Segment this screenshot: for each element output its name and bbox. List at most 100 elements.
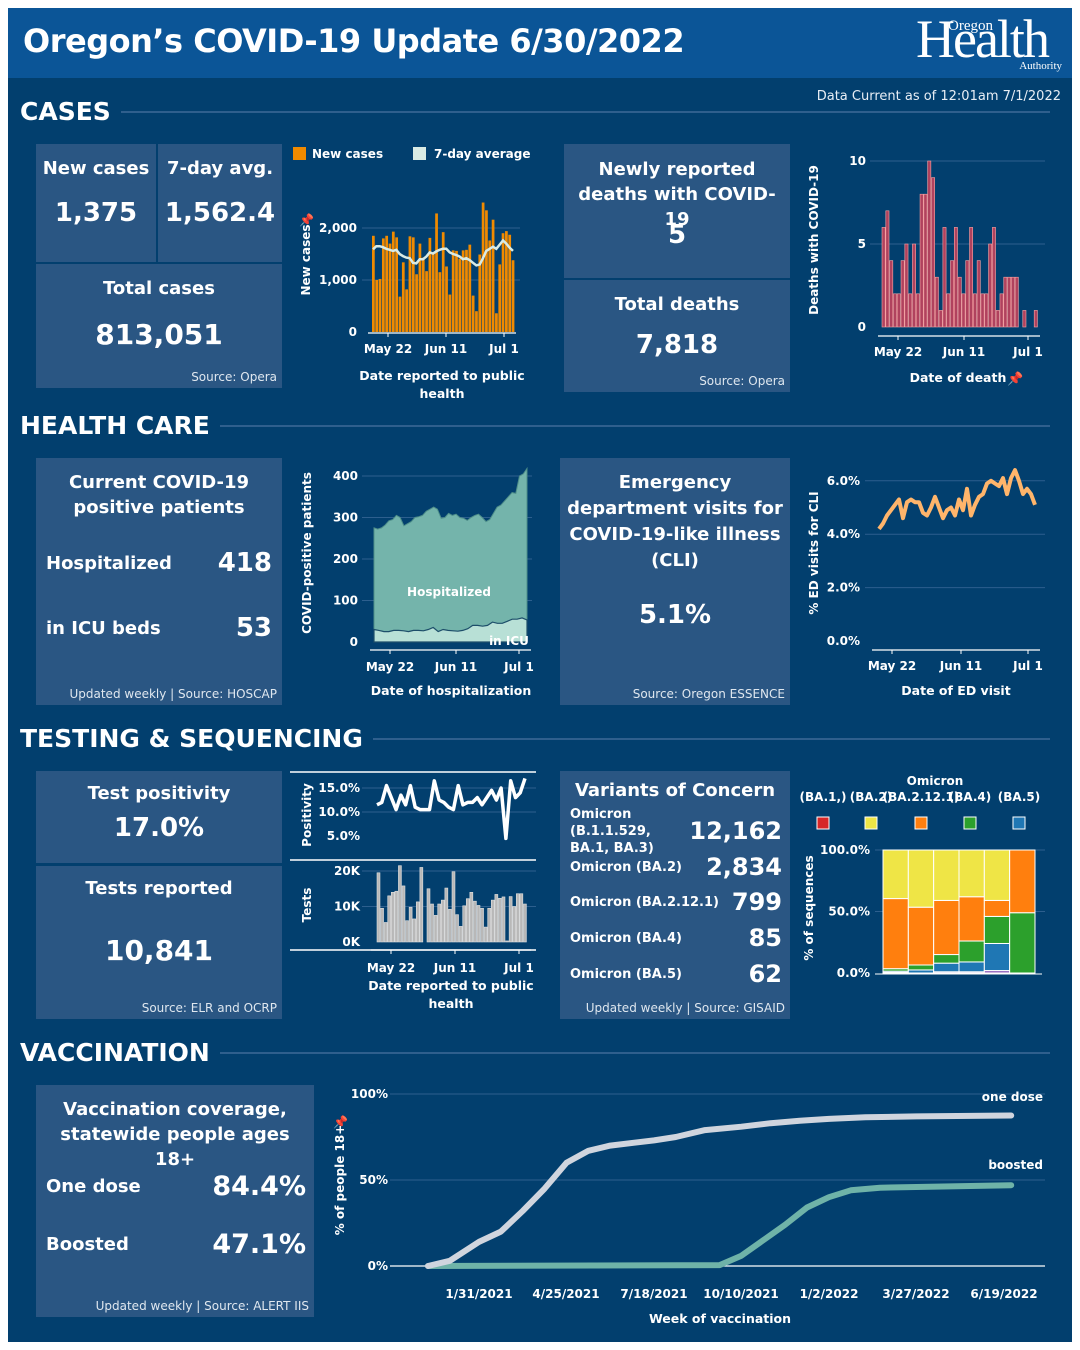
legend-label: (BA.5): [998, 790, 1041, 804]
new-cases-bar: [391, 231, 395, 332]
new-cases-bar: [461, 250, 465, 332]
death-bar: [1022, 310, 1027, 328]
hospitalized-area: [373, 466, 528, 643]
variants-card: Variants of Concern Omicron (B.1.1.529, …: [560, 771, 790, 1019]
variant-segment-BA.2.12.1: [983, 899, 1011, 917]
variant-segment-BA.4: [907, 964, 935, 971]
variant-name: Omicron (BA.2): [570, 859, 682, 875]
death-bar: [889, 260, 894, 328]
y-tick-label: 10: [849, 154, 866, 168]
tests-bar: [505, 940, 509, 943]
y-tick-label: 10K: [334, 900, 361, 914]
death-bar: [942, 227, 947, 328]
variant-count: 799: [731, 888, 782, 916]
x-axis-title: Date of death: [910, 370, 1007, 385]
tests-reported-label: Tests reported: [85, 878, 233, 899]
total-deaths-label: Total deaths: [614, 294, 740, 315]
y-tick-label: 0: [858, 320, 866, 334]
vaccination-card: Vaccination coverage, statewide people a…: [36, 1085, 314, 1317]
tests-bar: [394, 890, 399, 943]
tests-bar: [480, 907, 484, 943]
death-bar: [995, 310, 1000, 328]
avg-label: 7-day avg.: [166, 158, 274, 179]
tests-bar: [515, 893, 520, 943]
tests-bar: [433, 915, 438, 943]
variant-segment-BA.2.12.1: [1009, 849, 1036, 914]
death-bar: [957, 276, 962, 328]
new-cases-bar: [478, 254, 482, 332]
x-tick-label: Jul 1: [503, 660, 534, 674]
y-tick-label: 100.0%: [820, 843, 870, 857]
icu-value: 53: [235, 613, 272, 643]
new-cases-bar: [471, 295, 475, 332]
variant-segment-BA.2.12.1: [882, 898, 909, 970]
variant-count: 62: [748, 960, 782, 988]
y-axis-title: New cases: [299, 224, 313, 295]
legend-swatch-new-cases: [293, 147, 306, 160]
y-tick-label: 400: [333, 469, 358, 483]
new-cases-bar: [408, 236, 412, 332]
new-cases-bar: [481, 202, 485, 332]
tests-bar: [473, 900, 477, 943]
y-tick-label: 0.0%: [827, 634, 860, 648]
x-tick-label: May 22: [868, 659, 916, 673]
new-cases-bar: [438, 272, 442, 332]
oha-logo[interactable]: Oregon Health Authority: [912, 9, 1062, 74]
new-cases-bar: [372, 235, 375, 332]
death-bar: [953, 227, 958, 328]
death-bar: [946, 293, 951, 328]
section-health-care: HEALTH CARE: [20, 411, 1050, 440]
x-axis-title: Date of ED visit: [901, 683, 1010, 698]
tests-bar: [483, 926, 488, 943]
source-note: Source: Opera: [191, 370, 277, 384]
tests-bar: [405, 920, 409, 943]
new-deaths-value: 5: [667, 220, 687, 250]
legend-label: (BA.2): [850, 790, 893, 804]
new-cases-bar: [388, 243, 392, 332]
source-note: Source: Oregon ESSENCE: [632, 687, 785, 701]
death-bar: [1011, 276, 1015, 328]
x-axis-title: health: [420, 386, 465, 401]
new-cases-bar: [501, 233, 505, 332]
new-cases-bar: [445, 266, 448, 332]
ed-value: 5.1%: [638, 600, 712, 630]
legend-label: (BA.1,): [799, 790, 846, 804]
new-cases-bar: [498, 264, 502, 332]
source-note: Source: ELR and OCRP: [141, 1001, 277, 1015]
y-tick-label: 0%: [368, 1259, 388, 1273]
logo-oregon: Oregon: [948, 18, 993, 34]
tests-bar: [451, 871, 456, 943]
legend-label: New cases: [312, 147, 383, 161]
y-axis-title: % ED visits for CLI: [807, 491, 821, 614]
y-tick-label: 2,000: [319, 221, 357, 235]
header-bar: Oregon’s COVID-19 Update 6/30/2022 Orego…: [8, 8, 1072, 78]
variant-segment-BA.2: [907, 849, 935, 908]
new-cases-bar: [488, 240, 492, 332]
x-axis-title: health: [429, 996, 474, 1011]
x-tick-label: 6/19/2022: [970, 1287, 1037, 1301]
variant-name: Omicron (B.1.1.529, BA.1, BA.3): [570, 806, 654, 856]
hospital-card: Current COVID-19 positive patients Hospi…: [36, 458, 282, 705]
new-deaths-label: Newly reported deaths with COVID-19: [578, 159, 776, 230]
variant-segment-BA.2: [882, 849, 909, 900]
boosted-value: 47.1%: [212, 1229, 306, 1260]
seven-day-avg-card: 7-day avg. 1,562.4: [158, 144, 282, 262]
x-tick-label: May 22: [364, 342, 412, 356]
variant-name: Omicron (BA.4): [570, 930, 682, 946]
new-cases-bar: [451, 250, 455, 332]
y-tick-label: 6.0%: [827, 474, 860, 488]
variant-name: Omicron (BA.2.12.1): [570, 894, 719, 910]
new-cases-bar: [375, 280, 379, 332]
variant-segment-BA.2.12.1: [933, 899, 960, 956]
x-tick-label: Jul 1: [488, 342, 519, 356]
death-bar: [950, 260, 954, 328]
source-note: Source: Opera: [699, 374, 785, 388]
new-cases-bar: [398, 296, 402, 332]
series-label-one-dose: one dose: [982, 1090, 1043, 1104]
y-tick-label: 20K: [334, 864, 361, 878]
total-cases-label: Total cases: [103, 278, 215, 299]
death-bar: [973, 293, 977, 328]
hospitalized-value: 418: [217, 548, 272, 578]
death-bar: [900, 260, 905, 328]
y-tick-label: 0: [349, 325, 357, 339]
